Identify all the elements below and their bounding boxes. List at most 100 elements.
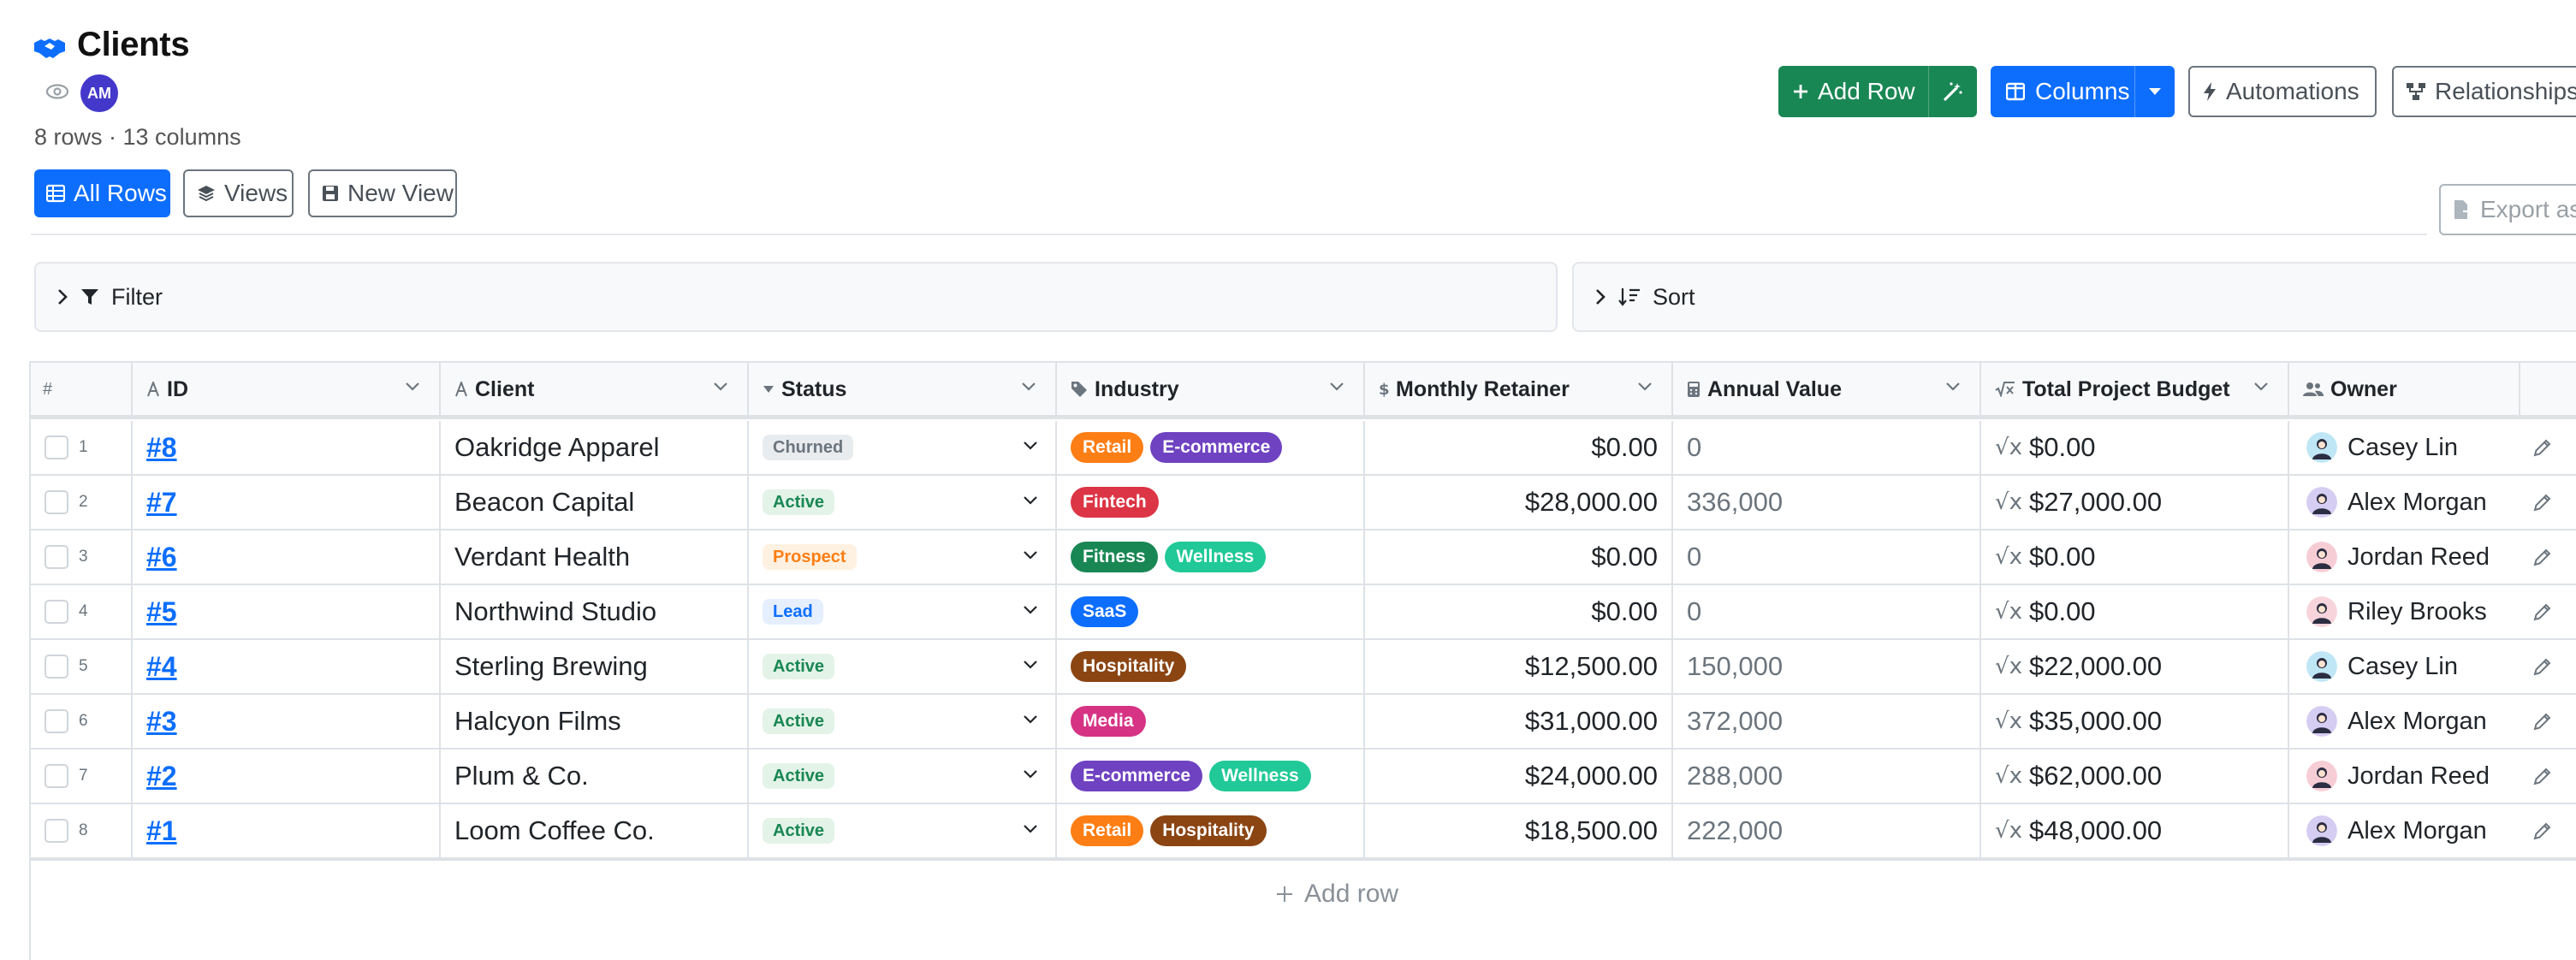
add-row-link[interactable]: Add row (1275, 880, 1398, 909)
views-button[interactable]: Views (183, 169, 294, 217)
chevron-down-icon[interactable] (1637, 382, 1653, 392)
chevron-down-icon[interactable] (1023, 605, 1038, 615)
owner-cell[interactable]: Alex Morgan (2289, 804, 2512, 857)
industry-tag[interactable]: Hospitality (1150, 815, 1267, 846)
edit-row-button[interactable] (2517, 640, 2568, 693)
industry-tag[interactable]: SaaS (1071, 596, 1139, 627)
industry-tag[interactable]: Fintech (1071, 487, 1159, 518)
status-cell[interactable]: Lead (749, 585, 1057, 638)
owner-cell[interactable]: Jordan Reed (2289, 750, 2512, 803)
chevron-down-icon[interactable] (1023, 769, 1038, 779)
industry-cell[interactable]: Retail Hospitality (1057, 804, 1365, 857)
record-link[interactable]: #1 (146, 815, 177, 846)
record-link[interactable]: #2 (146, 760, 177, 791)
monthly-retainer-cell[interactable]: $0.00 (1365, 585, 1673, 638)
client-cell[interactable]: Northwind Studio (441, 585, 749, 638)
chevron-down-icon[interactable] (1329, 382, 1344, 392)
client-cell[interactable]: Sterling Brewing (441, 640, 749, 693)
client-cell[interactable]: Verdant Health (441, 530, 749, 584)
row-checkbox[interactable] (45, 819, 68, 843)
magic-wand-button[interactable] (1928, 66, 1977, 117)
automations-button[interactable]: Automations (2188, 66, 2377, 117)
edit-row-button[interactable] (2517, 530, 2568, 584)
industry-tag[interactable]: Wellness (1209, 761, 1311, 791)
eye-icon[interactable] (45, 79, 70, 104)
chevron-down-icon[interactable] (1023, 495, 1038, 506)
monthly-retainer-cell[interactable]: $12,500.00 (1365, 640, 1673, 693)
owner-cell[interactable]: Jordan Reed (2289, 530, 2512, 584)
monthly-retainer-cell[interactable]: $18,500.00 (1365, 804, 1673, 857)
column-header-industry[interactable]: Industry (1057, 363, 1365, 416)
status-cell[interactable]: Prospect (749, 530, 1057, 584)
industry-cell[interactable]: Hospitality (1057, 640, 1365, 693)
column-header-owner[interactable]: Owner (2289, 363, 2520, 416)
edit-row-button[interactable] (2517, 585, 2568, 638)
record-link[interactable]: #5 (146, 596, 177, 627)
industry-tag[interactable]: Wellness (1164, 542, 1267, 572)
industry-tag[interactable]: Media (1071, 706, 1146, 737)
row-checkbox[interactable] (45, 709, 68, 733)
industry-tag[interactable]: Fitness (1071, 542, 1158, 572)
chevron-down-icon[interactable] (1945, 382, 1961, 392)
owner-cell[interactable]: Alex Morgan (2289, 695, 2512, 748)
row-checkbox[interactable] (45, 600, 68, 624)
table-row[interactable]: 3 #6 Verdant Health Prospect Fitness Wellness… (31, 530, 2576, 585)
edit-row-button[interactable] (2517, 695, 2568, 748)
table-row[interactable]: 7 #2 Plum & Co. Active E-commerce Wellness $24… (31, 750, 2576, 804)
status-cell[interactable]: Active (749, 804, 1057, 857)
chevron-down-icon[interactable] (1023, 441, 1038, 451)
edit-row-button[interactable] (2517, 750, 2568, 803)
monthly-retainer-cell[interactable]: $31,000.00 (1365, 695, 1673, 748)
new-view-button[interactable]: New View (308, 169, 457, 217)
status-cell[interactable]: Churned (749, 421, 1057, 474)
filter-panel[interactable]: Filter (34, 262, 1558, 332)
record-link[interactable]: #3 (146, 705, 177, 737)
chevron-down-icon[interactable] (1021, 382, 1036, 392)
industry-tag[interactable]: E-commerce (1071, 761, 1203, 791)
column-header-id[interactable]: ID (133, 363, 441, 416)
chevron-down-icon[interactable] (1023, 550, 1038, 560)
table-row[interactable]: 8 #1 Loom Coffee Co. Active Retail Hospitalit… (31, 804, 2576, 859)
industry-cell[interactable]: E-commerce Wellness (1057, 750, 1365, 803)
row-checkbox[interactable] (45, 655, 68, 679)
column-header-client[interactable]: Client (441, 363, 749, 416)
industry-cell[interactable]: Fintech (1057, 476, 1365, 529)
record-link[interactable]: #7 (146, 486, 177, 518)
status-cell[interactable]: Active (749, 750, 1057, 803)
columns-dropdown-toggle[interactable] (2134, 66, 2175, 117)
chevron-down-icon[interactable] (1023, 660, 1038, 670)
add-row-button[interactable]: Add Row (1778, 66, 1977, 117)
table-row[interactable]: 2 #7 Beacon Capital Active Fintech $28,000.00… (31, 476, 2576, 530)
status-cell[interactable]: Active (749, 640, 1057, 693)
client-cell[interactable]: Beacon Capital (441, 476, 749, 529)
sort-panel[interactable]: Sort (1572, 262, 2576, 332)
columns-button[interactable]: Columns (1991, 66, 2175, 117)
column-header-monthly-retainer[interactable]: $ Monthly Retainer (1365, 363, 1673, 416)
column-header-total-project-budget[interactable]: Total Project Budget (1981, 363, 2289, 416)
client-cell[interactable]: Loom Coffee Co. (441, 804, 749, 857)
industry-cell[interactable]: Fitness Wellness (1057, 530, 1365, 584)
chevron-down-icon[interactable] (1023, 824, 1038, 834)
owner-cell[interactable]: Casey Lin (2289, 640, 2512, 693)
export-button[interactable]: Export as (2439, 184, 2576, 235)
industry-cell[interactable]: Retail E-commerce (1057, 421, 1365, 474)
chevron-down-icon[interactable] (713, 382, 728, 392)
record-link[interactable]: #6 (146, 541, 177, 572)
column-header-status[interactable]: Status (749, 363, 1057, 416)
table-row[interactable]: 1 #8 Oakridge Apparel Churned Retail E-commer… (31, 421, 2576, 476)
chevron-down-icon[interactable] (405, 382, 420, 392)
status-cell[interactable]: Active (749, 695, 1057, 748)
monthly-retainer-cell[interactable]: $0.00 (1365, 421, 1673, 474)
table-row[interactable]: 4 #5 Northwind Studio Lead SaaS $0.00 0 √x $0.00… (31, 585, 2576, 640)
edit-row-button[interactable] (2517, 804, 2568, 857)
client-cell[interactable]: Halcyon Films (441, 695, 749, 748)
table-row[interactable]: 5 #4 Sterling Brewing Active Hospitality $12,… (31, 640, 2576, 695)
owner-cell[interactable]: Casey Lin (2289, 421, 2512, 474)
edit-row-button[interactable] (2517, 421, 2568, 474)
column-header-annual-value[interactable]: Annual Value (1673, 363, 1981, 416)
industry-tag[interactable]: Retail (1071, 815, 1144, 846)
row-checkbox[interactable] (45, 436, 68, 459)
chevron-down-icon[interactable] (1023, 714, 1038, 725)
row-checkbox[interactable] (45, 490, 68, 514)
avatar[interactable]: AM (80, 74, 118, 112)
